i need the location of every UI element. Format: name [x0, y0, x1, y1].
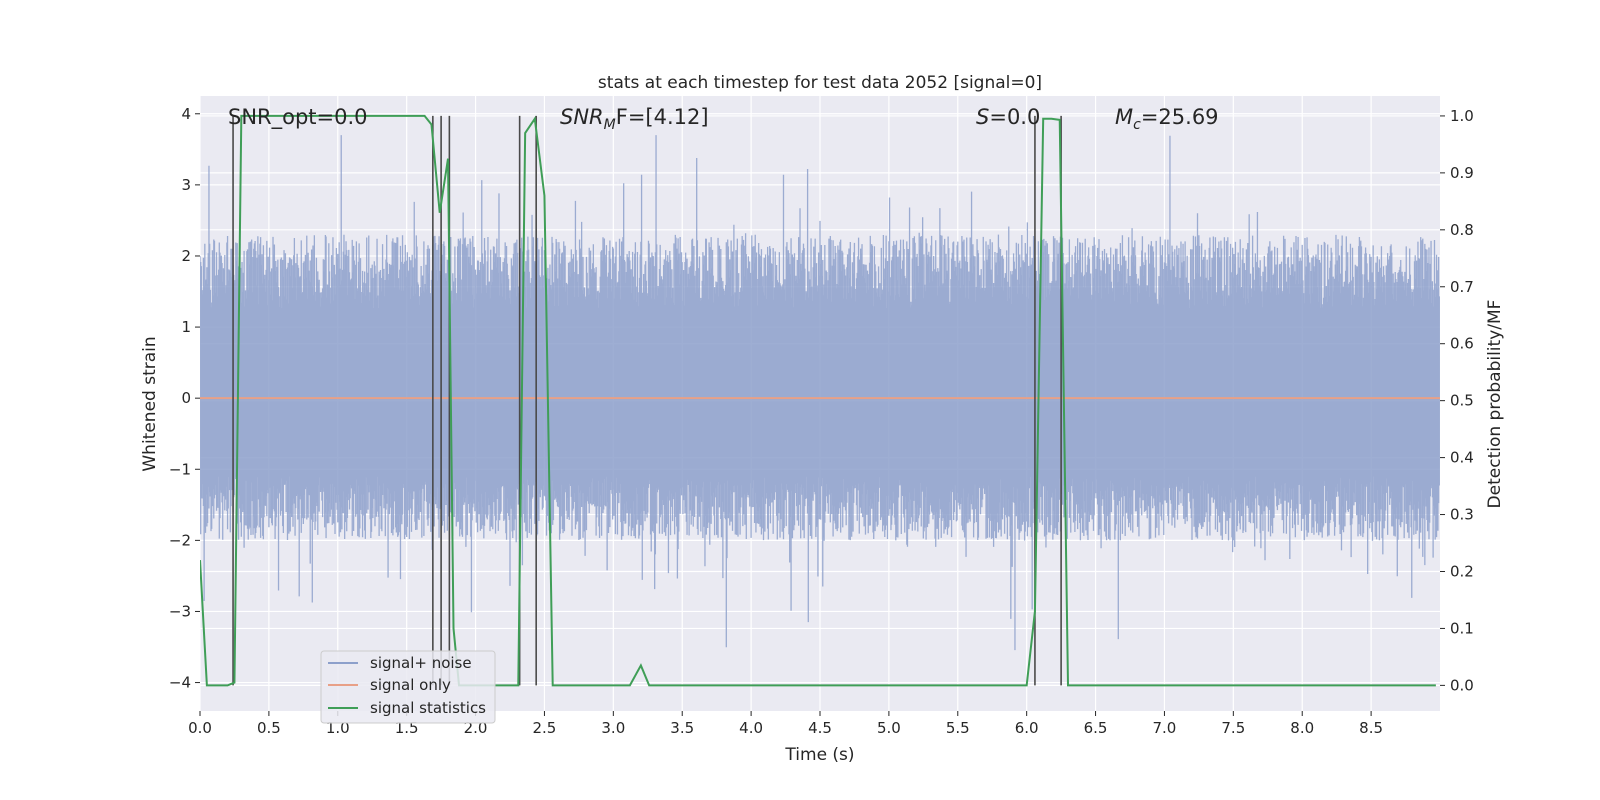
y-left-tick-label: −2: [169, 531, 191, 549]
snr-mf-annotation: SNRMF=[4.12]: [560, 105, 709, 133]
x-tick-label: 3.5: [670, 719, 694, 737]
y-right-tick-label: 0.1: [1450, 619, 1474, 637]
x-tick-label: 5.5: [946, 719, 970, 737]
y-left-axis-ticks: −4 −3 −2 −1 0 1 2 3 4: [169, 105, 200, 692]
snr-mf-sub: M: [604, 117, 616, 133]
x-tick-label: 3.0: [601, 719, 625, 737]
signal-noise-series: [200, 135, 1440, 651]
snr-mf-rest: F=[4.12]: [616, 105, 709, 129]
legend-label-signal-only: signal only: [370, 676, 451, 694]
mc-annotation: Mc=25.69: [1115, 105, 1219, 133]
y-left-tick-label: −3: [169, 602, 191, 620]
y-right-tick-label: 0.2: [1450, 562, 1474, 580]
noise-trace: [200, 135, 1440, 651]
y-left-tick-label: 0: [181, 389, 191, 407]
x-tick-label: 7.0: [1153, 719, 1177, 737]
plot-content: [200, 114, 1440, 687]
x-tick-label: 2.5: [533, 719, 557, 737]
legend-label-statistics: signal statistics: [370, 699, 486, 717]
x-tick-label: 0.5: [257, 719, 281, 737]
s-label: S: [976, 105, 989, 129]
y-left-tick-label: 4: [181, 105, 191, 123]
y-left-tick-label: 3: [181, 176, 191, 194]
x-tick-label: 6.5: [1084, 719, 1108, 737]
snr-mf-prefix: SNR: [560, 105, 604, 129]
y-right-tick-label: 0.6: [1450, 335, 1474, 353]
legend-label-noise: signal+ noise: [370, 654, 472, 672]
x-tick-label: 7.5: [1221, 719, 1245, 737]
y-right-tick-label: 0.7: [1450, 278, 1474, 296]
y-right-tick-label: 0.3: [1450, 506, 1474, 524]
x-tick-label: 4.5: [808, 719, 832, 737]
mc-label: M: [1115, 105, 1133, 129]
y-left-tick-label: −1: [169, 460, 191, 478]
y-right-tick-label: 0.9: [1450, 164, 1474, 182]
x-tick-label: 6.0: [1015, 719, 1039, 737]
y-right-tick-label: 0.8: [1450, 221, 1474, 239]
x-tick-label: 8.5: [1359, 719, 1383, 737]
y-right-tick-label: 0.0: [1450, 676, 1474, 694]
y-left-tick-label: 1: [181, 318, 191, 336]
chart-title: stats at each timestep for test data 205…: [598, 73, 1042, 93]
x-tick-label: 8.0: [1290, 719, 1314, 737]
y-left-tick-label: 2: [181, 247, 191, 265]
y-right-tick-label: 0.4: [1450, 449, 1474, 467]
y-right-axis-ticks: 0.0 0.1 0.2 0.3 0.4 0.5 0.6 0.7 0.8 0.9 1.0: [1440, 107, 1474, 694]
y-right-axis-label: Detection probability/MF: [1485, 300, 1505, 509]
x-axis-label: Time (s): [784, 745, 854, 765]
s-value: =0.0: [989, 105, 1040, 129]
mc-sub: c: [1133, 117, 1141, 133]
y-right-tick-label: 0.5: [1450, 392, 1474, 410]
snr-opt-annotation: SNR_opt=0.0: [228, 105, 368, 130]
y-right-tick-label: 1.0: [1450, 107, 1474, 125]
x-tick-label: 4.0: [739, 719, 763, 737]
x-tick-label: 5.0: [877, 719, 901, 737]
mc-value: =25.69: [1141, 105, 1219, 129]
x-tick-label: 0.0: [188, 719, 212, 737]
x-axis-ticks: 0.0 0.5 1.0 1.5 2.0 2.5 3.0 3.5 4.0 4.5 5.0 5.5 6.0 6…: [188, 711, 1383, 737]
y-left-axis-label: Whitened strain: [140, 336, 160, 471]
s-annotation: S=0.0: [976, 105, 1040, 129]
legend: signal+ noise signal only signal statist…: [320, 650, 496, 724]
y-left-tick-label: −4: [169, 674, 191, 692]
signal-statistics-series: [200, 114, 1436, 687]
legend-box: [320, 650, 496, 724]
